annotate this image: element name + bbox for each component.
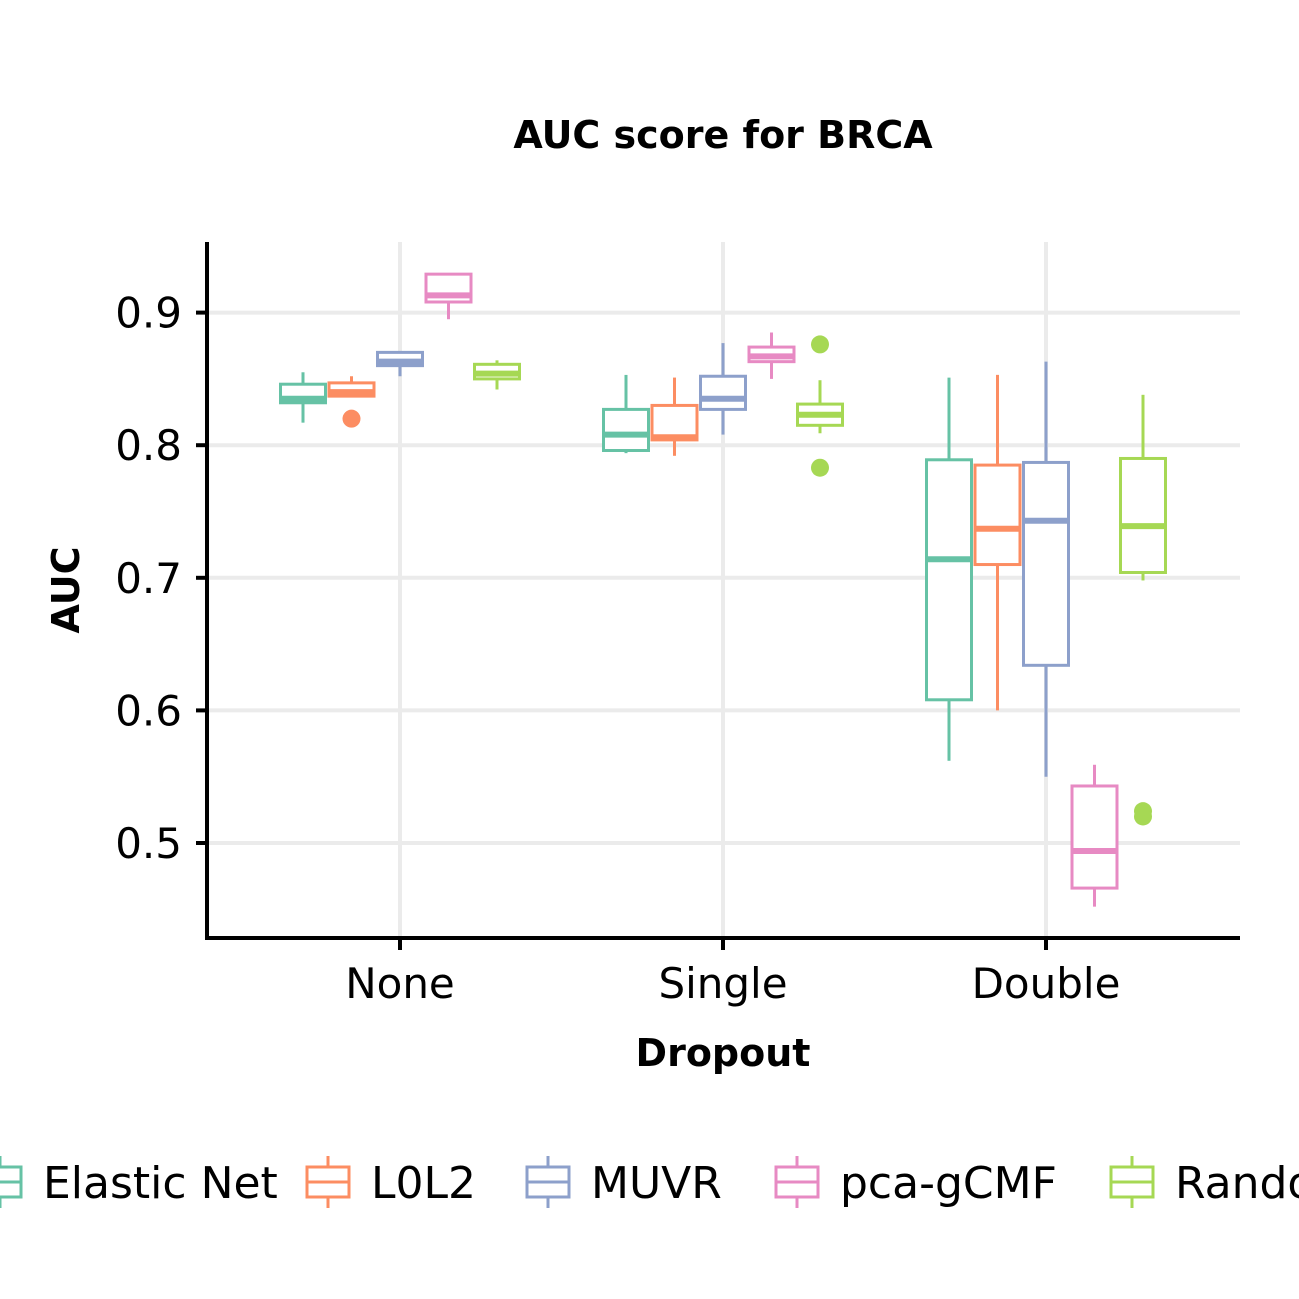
y-tick-label: 0.8 <box>115 421 182 470</box>
box-plot-marks <box>279 272 1167 907</box>
box-muvr-none <box>376 350 424 377</box>
legend-label: MUVR <box>591 1158 722 1209</box>
box-pca-gcmf-double <box>1070 764 1119 907</box>
legend-item-pca-gcmf: pca-gCMF <box>774 1156 1057 1209</box>
outlier-point <box>342 409 361 428</box>
legend-item-elastic-net: Elastic Net <box>0 1156 278 1209</box>
legend-item-random-forest: Random Forest <box>1109 1156 1299 1209</box>
box-iqr <box>925 458 973 702</box>
box-iqr <box>699 374 747 411</box>
x-axis-title: Dropout <box>636 1031 811 1075</box>
y-tick-label: 0.7 <box>115 554 182 603</box>
legend-label: Elastic Net <box>43 1158 278 1209</box>
axis-ticks: 0.5 0.6 0.7 0.8 0.9 None Single Double <box>115 289 1120 1008</box>
box-random-forest-double <box>1119 394 1167 826</box>
box-pca-gcmf-single <box>747 332 796 379</box>
box-l0l2-double <box>973 374 1022 711</box>
legend-item-muvr: MUVR <box>525 1156 722 1209</box>
box-muvr-double <box>1022 361 1070 777</box>
x-tick-label: None <box>345 959 455 1008</box>
box-iqr <box>602 407 650 453</box>
chart-title: AUC score for BRCA <box>513 113 933 157</box>
box-elastic-net-single <box>602 374 650 454</box>
legend-item-l0l2: L0L2 <box>305 1156 476 1209</box>
legend-label: Random Forest <box>1175 1158 1299 1209</box>
y-tick-label: 0.6 <box>115 686 182 735</box>
box-iqr <box>650 403 699 442</box>
y-tick-label: 0.5 <box>115 819 182 868</box>
box-random-forest-single <box>796 335 844 477</box>
x-tick-label: Single <box>658 959 787 1008</box>
outlier-point <box>1134 807 1152 826</box>
box-l0l2-single <box>650 377 699 456</box>
box-l0l2-none <box>327 376 376 428</box>
box-elastic-net-none <box>279 372 327 423</box>
box-iqr <box>1119 456 1167 574</box>
outlier-point <box>811 335 829 354</box>
box-muvr-single <box>699 343 747 435</box>
legend-label: pca-gCMF <box>840 1158 1057 1209</box>
box-pca-gcmf-none <box>424 272 473 320</box>
legend: Elastic Net L0L2 MUVR pca-gCMF Random Forest <box>0 1156 1299 1209</box>
x-tick-label: Double <box>972 959 1121 1008</box>
y-tick-label: 0.9 <box>115 289 182 338</box>
legend-label: L0L2 <box>371 1158 476 1209</box>
box-elastic-net-double <box>925 377 973 761</box>
y-axis-title: AUC <box>44 547 88 634</box>
box-random-forest-none <box>473 360 521 390</box>
box-iqr <box>1022 460 1070 667</box>
outlier-point <box>811 458 829 477</box>
box-iqr <box>1070 784 1119 890</box>
box-iqr <box>973 463 1022 567</box>
